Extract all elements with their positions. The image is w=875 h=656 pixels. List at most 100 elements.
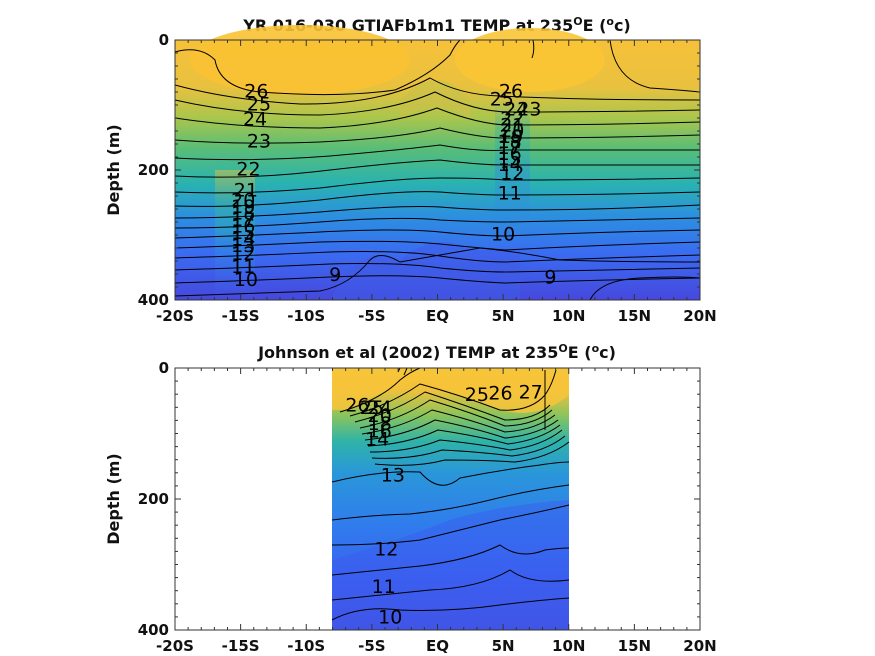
x-tick-label: EQ [426, 307, 449, 325]
contour-label: 26 [488, 383, 512, 405]
contour-line [174, 39, 461, 96]
x-tick-label: 5N [492, 307, 515, 325]
contour-label: 9 [544, 266, 556, 288]
x-tick-label: -5S [358, 307, 385, 325]
contour-label: 11 [231, 256, 255, 278]
warm-pool-north [455, 28, 605, 92]
x-tick-label: 15N [618, 307, 651, 325]
x-tick-label: -15S [222, 637, 260, 655]
x-tick-label: 10N [552, 637, 585, 655]
contour-line [331, 484, 570, 521]
equatorial-ridge [400, 80, 470, 120]
contour-label: 23 [247, 131, 271, 153]
warm-pool-south [190, 25, 410, 95]
contour-line [174, 177, 701, 194]
contour-line [174, 127, 701, 144]
y-tick-label: 400 [138, 291, 169, 309]
y-tick-label: 0 [159, 359, 169, 377]
contour-label: 24 [504, 99, 528, 121]
contour-label: 15 [498, 148, 522, 170]
contour-line [349, 369, 557, 417]
contour-label: 26 [244, 81, 268, 103]
contour-line [174, 240, 701, 251]
contour-line [374, 441, 570, 466]
y-tick-label: 0 [159, 31, 169, 49]
contour-line [364, 419, 559, 441]
contour-line [174, 91, 701, 116]
y-tick-label: 200 [138, 490, 169, 508]
contour-line [174, 275, 701, 284]
contour-label: 19 [499, 126, 523, 148]
contour-line [359, 399, 553, 429]
x-tick-label: -15S [222, 307, 260, 325]
x-axis: -20S -15S -10S -5S EQ 5N 10N 15N 20N [156, 40, 717, 325]
contour-label: 22 [500, 108, 524, 130]
contour-label: 25 [360, 397, 384, 419]
contour-line [339, 367, 421, 413]
contour-label: 21 [234, 179, 258, 201]
contour-line [531, 39, 535, 59]
contour-label: 27 [519, 381, 543, 403]
y-tick-label: 200 [138, 161, 169, 179]
y-axis-label: Depth (m) [104, 453, 123, 545]
contour-label: 22 [236, 159, 260, 181]
contour-label: 18 [498, 131, 522, 153]
contour-line [174, 229, 701, 239]
contour-label: 10 [234, 269, 258, 291]
contour-label: 20 [368, 405, 392, 427]
x-tick-label: -10S [287, 307, 325, 325]
chart-title: Johnson et al (2002) TEMP at 235OE (oc) [257, 342, 616, 362]
y-axis-label: Depth (m) [104, 124, 123, 216]
contour-line [331, 504, 570, 546]
contour-label: 20 [231, 190, 255, 212]
contour-line [174, 263, 701, 273]
x-tick-label: 20N [683, 307, 716, 325]
contour-line [361, 409, 556, 435]
y-tick-label: 400 [138, 621, 169, 639]
contour-label: 12 [231, 243, 255, 265]
x-tick-label: EQ [426, 637, 449, 655]
contour-label: 11 [372, 576, 396, 598]
contour-line [174, 191, 701, 207]
contour-label: 9 [329, 264, 341, 286]
x-tick-label: 15N [618, 637, 651, 655]
contour-label: 26 [345, 394, 369, 416]
cold-dome [330, 242, 520, 300]
contour-label: 25 [247, 94, 271, 116]
contour-label: 10 [378, 607, 402, 629]
contour-label: 23 [517, 99, 541, 121]
front-north [495, 95, 530, 220]
contour-line [174, 77, 701, 105]
cold-ridge [332, 500, 569, 630]
x-tick-label: -20S [156, 307, 194, 325]
contour-label: 12 [374, 539, 398, 561]
contour-line [367, 424, 561, 447]
contour-line [369, 429, 563, 453]
contour-line [174, 159, 700, 178]
contour-label: 16 [498, 143, 522, 165]
x-tick-label: 10N [552, 307, 585, 325]
contour-label: 17 [231, 209, 255, 231]
bottom-panel: Johnson et al (2002) TEMP at 235OE (oc) [104, 342, 717, 655]
contour-label: 15 [231, 222, 255, 244]
contour-label: 25 [490, 88, 514, 110]
contour-line [331, 597, 570, 621]
contour-lines [331, 367, 570, 621]
contour-label: 16 [368, 421, 392, 443]
contour-line [174, 251, 701, 263]
contour-label: 11 [498, 183, 522, 205]
y-axis: 0 200 400 [138, 31, 700, 309]
x-tick-label: 5N [492, 637, 515, 655]
contour-label: 21 [500, 114, 524, 136]
contour-line [354, 391, 551, 423]
contour-lines [174, 39, 701, 301]
contour-line [331, 569, 570, 601]
contour-label: 24 [243, 108, 267, 130]
contour-line [331, 461, 570, 486]
contour-label: 24 [368, 397, 392, 419]
x-tick-label: -20S [156, 637, 194, 655]
contour-line [371, 435, 566, 459]
